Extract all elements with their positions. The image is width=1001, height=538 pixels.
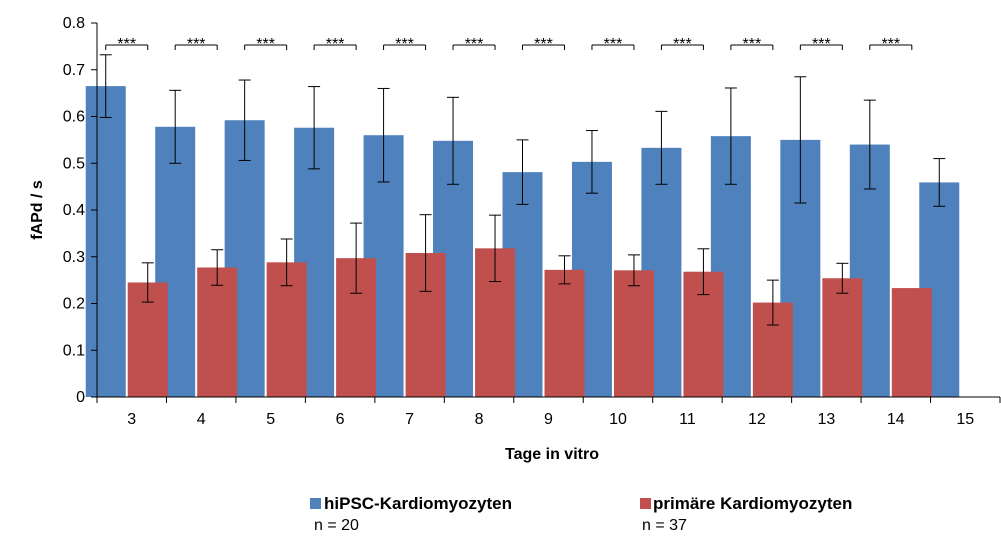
y-tick-label: 0.6 xyxy=(63,109,85,126)
significance-label: *** xyxy=(326,36,345,53)
axes xyxy=(91,22,1001,403)
significance-markers: *** *** *** *** *** *** *** *** *** *** *** *** xyxy=(105,36,913,53)
error-bars xyxy=(99,54,946,326)
legend-label-primaer: primäre Kardiomyozyten xyxy=(653,494,852,513)
x-tick-label: 10 xyxy=(609,411,627,428)
legend-n-primaer: n = 37 xyxy=(642,517,687,534)
x-tick-label: 6 xyxy=(336,411,345,428)
y-tick-label: 0.4 xyxy=(63,202,85,219)
significance-label: *** xyxy=(743,36,762,53)
significance-label: *** xyxy=(673,36,692,53)
y-tick-label: 0.7 xyxy=(63,62,85,79)
significance-label: *** xyxy=(117,36,136,53)
significance-label: *** xyxy=(465,36,484,53)
y-tick-label: 0 xyxy=(76,389,85,406)
y-tick-label: 0.2 xyxy=(63,296,85,313)
legend-label-hipsc: hiPSC-Kardiomyozyten xyxy=(324,494,512,513)
y-tick-label: 0.8 xyxy=(63,15,85,32)
bar-primaer xyxy=(891,288,932,397)
x-tick-label: 12 xyxy=(748,411,766,428)
significance-label: *** xyxy=(812,36,831,53)
x-axis-title: Tage in vitro xyxy=(505,446,599,463)
y-tick-labels: 0 0.1 0.2 0.3 0.4 0.5 0.6 0.7 0.8 xyxy=(63,15,85,406)
x-tick-label: 13 xyxy=(817,411,835,428)
x-tick-label: 4 xyxy=(197,411,206,428)
x-tick-labels: 3 4 5 6 7 8 9 10 11 12 13 14 15 xyxy=(127,411,974,428)
bars xyxy=(85,86,960,398)
x-tick-label: 15 xyxy=(956,411,974,428)
legend-n-hipsc: n = 20 xyxy=(314,517,359,534)
x-tick-label: 9 xyxy=(544,411,553,428)
significance-label: *** xyxy=(534,36,553,53)
x-tick-label: 3 xyxy=(127,411,136,428)
bar-primaer xyxy=(822,278,863,397)
bar-hipsc xyxy=(85,86,126,398)
significance-label: *** xyxy=(256,36,275,53)
significance-label: *** xyxy=(881,36,900,53)
significance-label: *** xyxy=(604,36,623,53)
legend: hiPSC-Kardiomyozyten n = 20 primäre Kard… xyxy=(310,494,852,534)
bar-primaer xyxy=(197,267,238,397)
bar-primaer xyxy=(544,269,585,397)
x-tick-label: 7 xyxy=(405,411,414,428)
x-tick-label: 8 xyxy=(475,411,484,428)
significance-label: *** xyxy=(187,36,206,53)
x-tick-label: 5 xyxy=(266,411,275,428)
y-axis-title: fAPd / s xyxy=(29,180,46,240)
y-tick-label: 0.5 xyxy=(63,155,85,172)
x-tick-label: 11 xyxy=(679,411,696,428)
bar-primaer xyxy=(613,270,654,397)
legend-swatch-primaer xyxy=(640,498,651,509)
x-tick-label: 14 xyxy=(887,411,905,428)
legend-swatch-hipsc xyxy=(310,498,321,509)
significance-label: *** xyxy=(395,36,414,53)
y-tick-label: 0.1 xyxy=(63,342,85,359)
y-tick-label: 0.3 xyxy=(63,249,85,266)
